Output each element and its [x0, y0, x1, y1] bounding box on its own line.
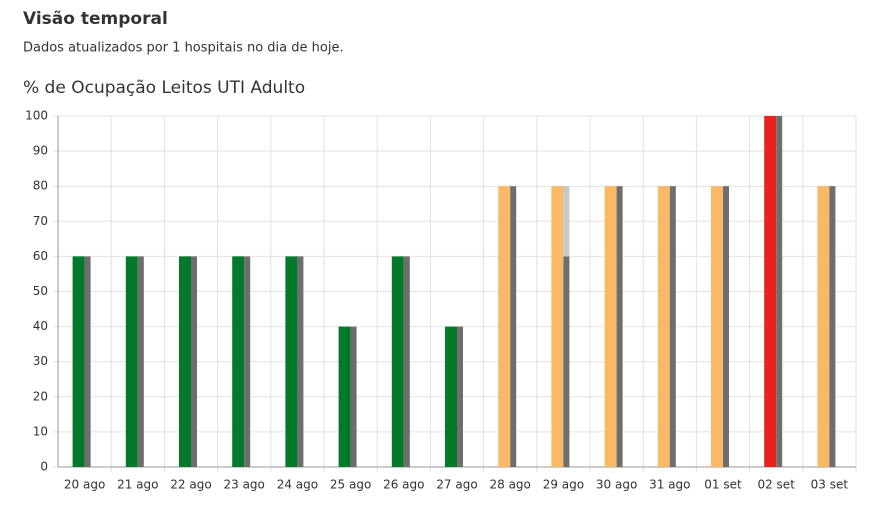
bar — [551, 186, 564, 467]
bar — [285, 256, 298, 467]
x-tick-label: 02 set — [757, 478, 795, 492]
bar — [179, 256, 191, 467]
bar-secondary — [137, 256, 144, 467]
bar-secondary — [563, 256, 570, 467]
bar — [232, 256, 245, 467]
y-tick-label: 0 — [40, 460, 48, 474]
x-tick-label: 29 ago — [543, 478, 584, 492]
bar-secondary — [669, 186, 676, 467]
y-tick-label: 50 — [33, 284, 48, 298]
bar — [604, 186, 617, 467]
bar-secondary — [563, 186, 570, 257]
bar-secondary — [510, 186, 517, 467]
x-tick-label: 22 ago — [170, 478, 211, 492]
x-tick-label: 24 ago — [277, 478, 318, 492]
x-tick-label: 03 set — [811, 478, 849, 492]
bar-secondary — [776, 116, 783, 467]
x-tick-label: 27 ago — [436, 478, 477, 492]
y-tick-label: 70 — [33, 214, 48, 228]
bar — [445, 326, 457, 467]
page-title: Visão temporal — [23, 9, 168, 29]
bar — [125, 256, 138, 467]
bar — [657, 186, 670, 467]
chart-title: % de Ocupação Leitos UTI Adulto — [23, 78, 305, 98]
y-tick-label: 60 — [33, 249, 48, 263]
x-tick-label: 01 set — [704, 478, 742, 492]
bar — [764, 116, 777, 467]
y-tick-label: 40 — [33, 319, 48, 333]
y-tick-label: 90 — [33, 144, 48, 158]
bar — [391, 256, 404, 467]
bar-secondary — [616, 186, 623, 467]
bar-secondary — [403, 256, 410, 467]
x-tick-label: 26 ago — [383, 478, 424, 492]
bar-secondary — [244, 256, 251, 467]
bar-secondary — [84, 256, 91, 467]
x-tick-label: 25 ago — [330, 478, 371, 492]
y-tick-label: 100 — [25, 109, 48, 123]
bar-secondary — [723, 186, 729, 467]
bar — [72, 256, 85, 467]
bar — [498, 186, 511, 467]
y-tick-label: 10 — [33, 424, 48, 438]
page-subtitle: Dados atualizados por 1 hospitais no dia… — [23, 41, 344, 56]
y-tick-label: 80 — [33, 179, 48, 193]
x-tick-label: 23 ago — [223, 478, 264, 492]
bar-secondary — [457, 326, 463, 467]
bar — [338, 326, 351, 467]
x-tick-label: 31 ago — [649, 478, 690, 492]
bar-secondary — [829, 186, 836, 467]
bar-secondary — [350, 326, 357, 467]
bar — [817, 186, 830, 467]
x-tick-label: 21 ago — [117, 478, 158, 492]
bar-secondary — [191, 256, 197, 467]
bar — [711, 186, 723, 467]
bar-secondary — [297, 256, 304, 467]
x-tick-label: 20 ago — [64, 478, 105, 492]
x-tick-label: 28 ago — [489, 478, 530, 492]
x-tick-label: 30 ago — [596, 478, 637, 492]
y-tick-label: 20 — [33, 389, 48, 403]
y-tick-label: 30 — [33, 354, 48, 368]
